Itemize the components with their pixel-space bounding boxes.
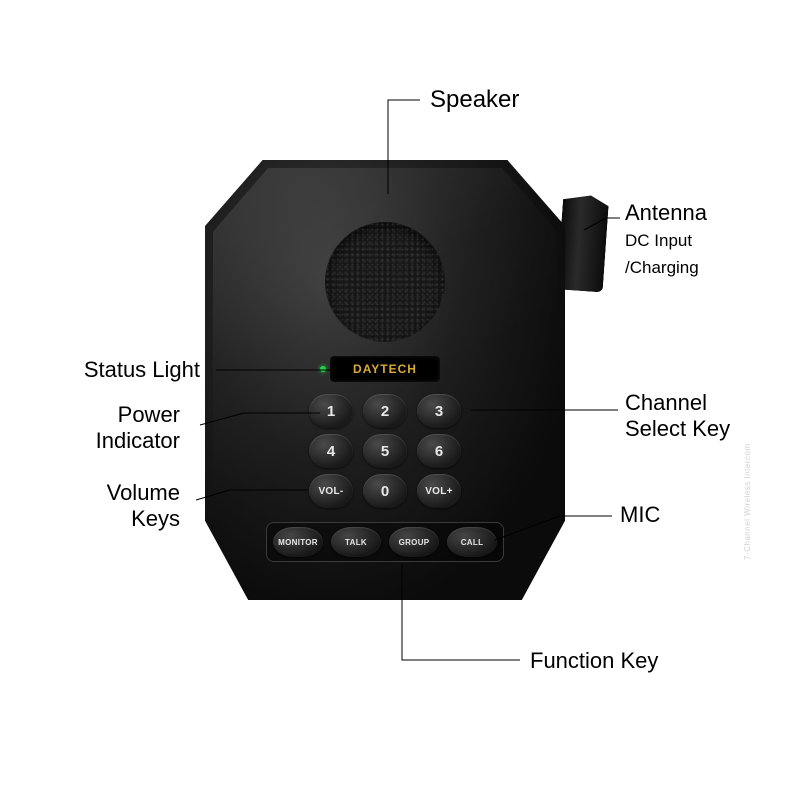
- label-line: Keys: [131, 506, 180, 531]
- speaker-grille: [325, 222, 445, 342]
- label-function-key: Function Key: [530, 648, 658, 674]
- label-channel-select: Channel Select Key: [625, 390, 730, 443]
- key-vol-up[interactable]: VOL+: [417, 474, 461, 508]
- power-led: [320, 366, 326, 372]
- label-line: Channel: [625, 390, 707, 415]
- side-print: 7-Channel Wireless Intercom: [743, 443, 752, 560]
- btn-group[interactable]: GROUP: [389, 527, 439, 557]
- key-2[interactable]: 2: [363, 394, 407, 428]
- label-mic: MIC: [620, 502, 660, 528]
- label-line: Volume: [107, 480, 180, 505]
- label-antenna: Antenna DC Input /Charging: [625, 200, 707, 279]
- btn-monitor[interactable]: MONITOR: [273, 527, 323, 557]
- label-line: /Charging: [625, 258, 699, 277]
- label-line: DC Input: [625, 231, 692, 250]
- label-power-indicator: Power Indicator: [96, 402, 180, 455]
- key-1[interactable]: 1: [309, 394, 353, 428]
- label-speaker: Speaker: [430, 86, 519, 115]
- label-volume-keys: Volume Keys: [107, 480, 180, 533]
- keypad: 1 2 3 4 5 6 VOL- 0 VOL+: [309, 394, 461, 508]
- label-line: Power: [118, 402, 180, 427]
- btn-talk[interactable]: TALK: [331, 527, 381, 557]
- key-0[interactable]: 0: [363, 474, 407, 508]
- intercom-device: DAYTECH 1 2 3 4 5 6 VOL- 0 VOL+ MONITOR …: [205, 160, 565, 600]
- label-line: Select Key: [625, 416, 730, 441]
- function-row: MONITOR TALK GROUP CALL: [266, 522, 504, 562]
- label-status-light: Status Light: [84, 357, 200, 383]
- key-4[interactable]: 4: [309, 434, 353, 468]
- btn-call[interactable]: CALL: [447, 527, 497, 557]
- key-vol-down[interactable]: VOL-: [309, 474, 353, 508]
- status-display: DAYTECH: [330, 356, 440, 382]
- label-line: Antenna: [625, 200, 707, 225]
- label-line: Indicator: [96, 428, 180, 453]
- key-5[interactable]: 5: [363, 434, 407, 468]
- key-6[interactable]: 6: [417, 434, 461, 468]
- key-3[interactable]: 3: [417, 394, 461, 428]
